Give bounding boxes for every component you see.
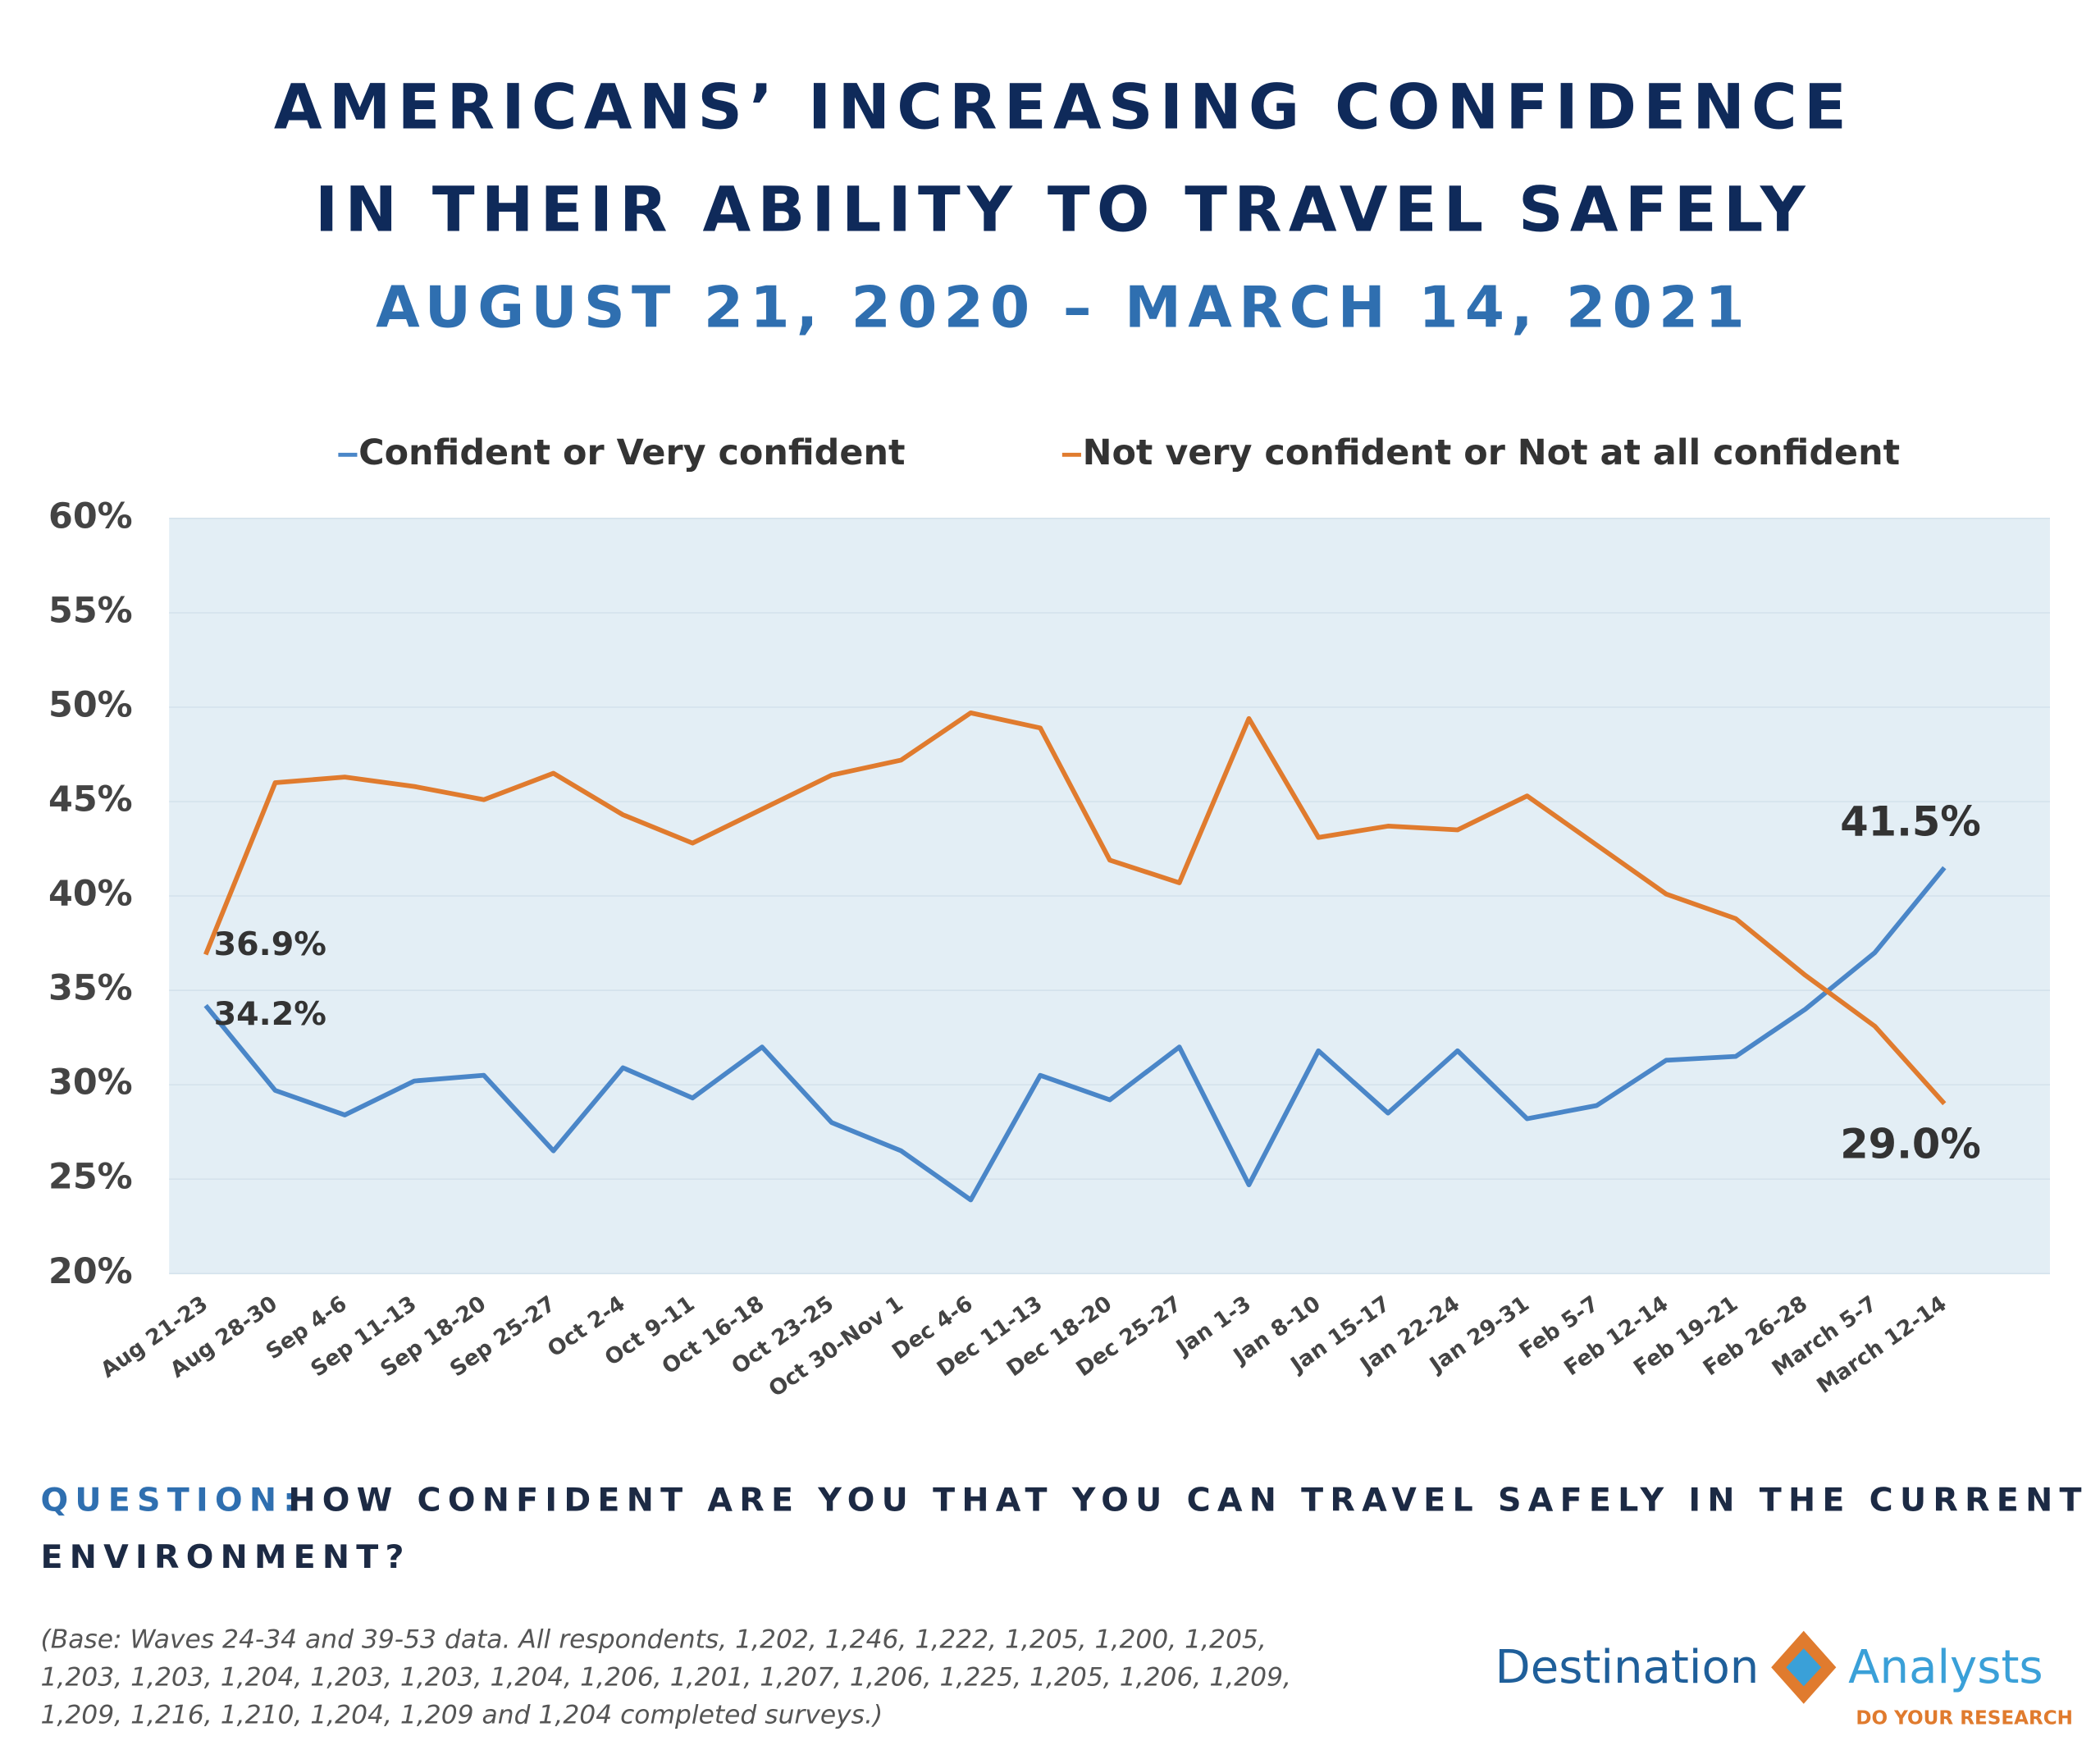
y-tick-label: 20% xyxy=(48,1251,133,1292)
note: (Base: Waves 24-34 and 39-53 data. All r… xyxy=(40,1624,1266,1654)
question-label: QUESTION: xyxy=(40,1482,303,1519)
y-tick-label: 30% xyxy=(48,1062,133,1103)
y-tick-label: 40% xyxy=(48,874,133,915)
data-label: 34.2% xyxy=(214,995,326,1033)
legend-label: Not very confident or Not at all confide… xyxy=(1083,432,1901,473)
chart-title: IN THEIR ABILITY TO TRAVEL SAFELY xyxy=(315,174,1812,246)
legend-label: Confident or Very confident xyxy=(358,432,905,473)
note: 1,203, 1,203, 1,204, 1,203, 1,203, 1,204… xyxy=(40,1662,1290,1692)
y-tick-label: 35% xyxy=(48,968,133,1009)
logo-mark xyxy=(1786,1648,1822,1687)
logo-right: Analysts xyxy=(1848,1641,2043,1694)
logo-left: Destination xyxy=(1495,1641,1760,1694)
y-tick-label: 60% xyxy=(48,496,133,537)
question: HOW CONFIDENT ARE YOU THAT YOU CAN TRAVE… xyxy=(288,1482,2088,1519)
y-tick-label: 50% xyxy=(48,684,133,725)
data-label: 29.0% xyxy=(1840,1120,1981,1167)
chart-title: AMERICANS’ INCREASING CONFIDENCE xyxy=(274,71,1853,143)
series-line xyxy=(203,866,1947,1203)
question: ENVIRONMENT? xyxy=(40,1538,410,1576)
chart-subtitle: AUGUST 21, 2020 – MARCH 14, 2021 xyxy=(376,276,1751,341)
y-tick-label: 25% xyxy=(48,1157,133,1198)
logo-tagline: DO YOUR RESEARCH xyxy=(1856,1707,2073,1729)
data-label: 41.5% xyxy=(1840,797,1981,845)
note: 1,209, 1,216, 1,210, 1,204, 1,209 and 1,… xyxy=(40,1701,883,1730)
data-label: 36.9% xyxy=(214,925,326,963)
series-line xyxy=(203,710,1947,1106)
y-tick-label: 45% xyxy=(48,779,133,820)
y-tick-label: 55% xyxy=(48,590,133,631)
